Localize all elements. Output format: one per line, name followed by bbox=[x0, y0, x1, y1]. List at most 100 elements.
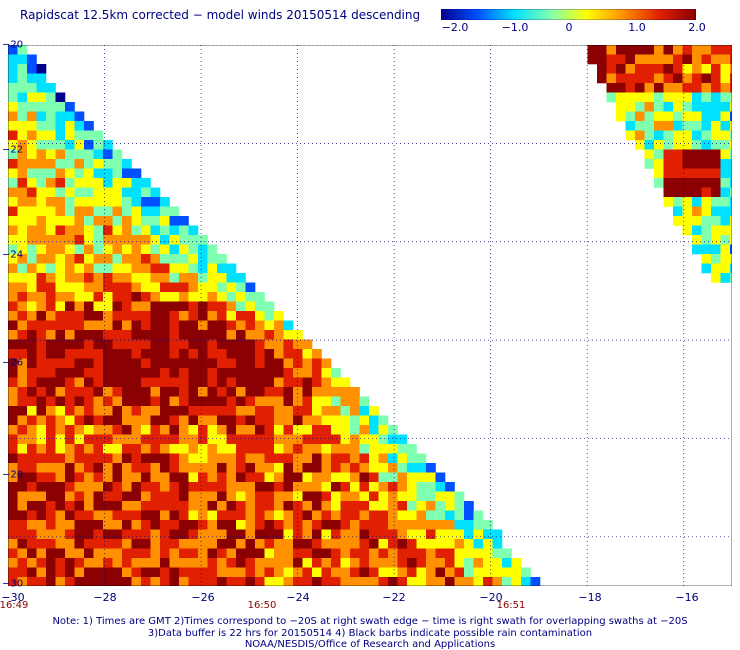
wind-cell bbox=[141, 434, 151, 445]
wind-cell bbox=[378, 558, 389, 568]
wind-cell bbox=[93, 520, 104, 530]
wind-cell bbox=[141, 330, 151, 340]
wind-cell bbox=[169, 463, 180, 473]
wind-cell bbox=[27, 349, 37, 359]
wind-cell bbox=[65, 368, 75, 378]
wind-cell bbox=[226, 330, 237, 340]
wind-cell bbox=[74, 225, 85, 236]
wind-cell bbox=[255, 539, 265, 549]
wind-cell bbox=[283, 548, 294, 559]
wind-cell bbox=[302, 434, 313, 445]
wind-cell bbox=[236, 444, 246, 454]
wind-cell bbox=[321, 377, 332, 388]
wind-cell bbox=[65, 111, 75, 122]
wind-cell bbox=[65, 197, 75, 207]
wind-cell bbox=[435, 472, 446, 483]
wind-cell bbox=[17, 206, 28, 217]
wind-cell bbox=[350, 434, 360, 445]
wind-cell bbox=[27, 159, 37, 169]
wind-cell bbox=[36, 301, 47, 312]
wind-cell bbox=[673, 121, 683, 131]
wind-cell bbox=[103, 178, 113, 188]
wind-cell bbox=[169, 520, 180, 530]
wind-cell bbox=[302, 387, 313, 397]
wind-cell bbox=[492, 558, 503, 568]
wind-cell bbox=[625, 130, 636, 141]
wind-cell bbox=[635, 102, 645, 112]
wind-cell bbox=[483, 548, 493, 559]
wind-cell bbox=[179, 520, 189, 530]
x-tick-label: −26 bbox=[191, 591, 215, 604]
wind-cell bbox=[378, 577, 389, 586]
wind-cell bbox=[245, 520, 256, 530]
wind-cell bbox=[720, 130, 731, 141]
wind-cell bbox=[616, 102, 626, 112]
wind-cell bbox=[331, 567, 341, 578]
wind-cell bbox=[74, 339, 85, 350]
wind-cell bbox=[150, 187, 161, 198]
wind-cell bbox=[84, 349, 94, 359]
wind-cell bbox=[730, 149, 732, 160]
wind-cell bbox=[55, 510, 66, 521]
wind-cell bbox=[55, 472, 66, 483]
wind-cell bbox=[245, 434, 256, 445]
wind-cell bbox=[169, 406, 180, 416]
wind-cell bbox=[27, 406, 37, 416]
wind-cell bbox=[93, 273, 104, 283]
wind-cell bbox=[635, 121, 645, 131]
wind-cell bbox=[8, 168, 18, 179]
wind-cell bbox=[388, 577, 398, 586]
y-tick-label: −28 bbox=[2, 469, 24, 481]
wind-cell bbox=[103, 140, 113, 150]
wind-cell bbox=[473, 529, 484, 540]
wind-cell bbox=[207, 425, 218, 435]
wind-cell bbox=[369, 577, 379, 586]
wind-cell bbox=[179, 254, 189, 264]
wind-cell bbox=[369, 548, 379, 559]
wind-cell bbox=[46, 415, 56, 426]
wind-cell bbox=[17, 377, 28, 388]
wind-cell bbox=[8, 396, 18, 407]
wind-cell bbox=[407, 463, 417, 473]
wind-cell bbox=[36, 178, 47, 188]
wind-cell bbox=[36, 472, 47, 483]
wind-cell bbox=[682, 83, 693, 93]
wind-cell bbox=[179, 216, 189, 226]
wind-cell bbox=[93, 254, 104, 264]
wind-cell bbox=[264, 396, 275, 407]
wind-cell bbox=[8, 235, 18, 245]
wind-cell bbox=[36, 444, 47, 454]
wind-cell bbox=[179, 377, 189, 388]
wind-cell bbox=[264, 453, 275, 464]
wind-cell bbox=[236, 567, 246, 578]
wind-cell bbox=[27, 197, 37, 207]
wind-cell bbox=[207, 548, 218, 559]
wind-cell bbox=[179, 339, 189, 350]
wind-cell bbox=[112, 244, 123, 255]
wind-cell bbox=[720, 273, 731, 283]
wind-cell bbox=[397, 463, 408, 473]
wind-cell bbox=[711, 121, 721, 131]
wind-cell bbox=[8, 301, 18, 312]
wind-cell bbox=[321, 415, 332, 426]
wind-cell bbox=[93, 216, 104, 226]
wind-cell bbox=[388, 453, 398, 464]
wind-cell bbox=[122, 396, 132, 407]
wind-cell bbox=[331, 396, 341, 407]
wind-cell bbox=[27, 130, 37, 141]
wind-cell bbox=[188, 225, 199, 236]
wind-cell bbox=[131, 501, 142, 511]
wind-cell bbox=[36, 339, 47, 350]
wind-cell bbox=[103, 358, 113, 369]
wind-cell bbox=[654, 83, 664, 93]
wind-cell bbox=[283, 491, 294, 502]
wind-cell bbox=[131, 396, 142, 407]
wind-cell bbox=[103, 263, 113, 274]
wind-cell bbox=[93, 501, 104, 511]
wind-cell bbox=[103, 206, 113, 217]
wind-cell bbox=[245, 349, 256, 359]
wind-cell bbox=[141, 510, 151, 521]
wind-cell bbox=[644, 73, 655, 84]
wind-cell bbox=[74, 444, 85, 454]
wind-cell bbox=[169, 263, 180, 274]
